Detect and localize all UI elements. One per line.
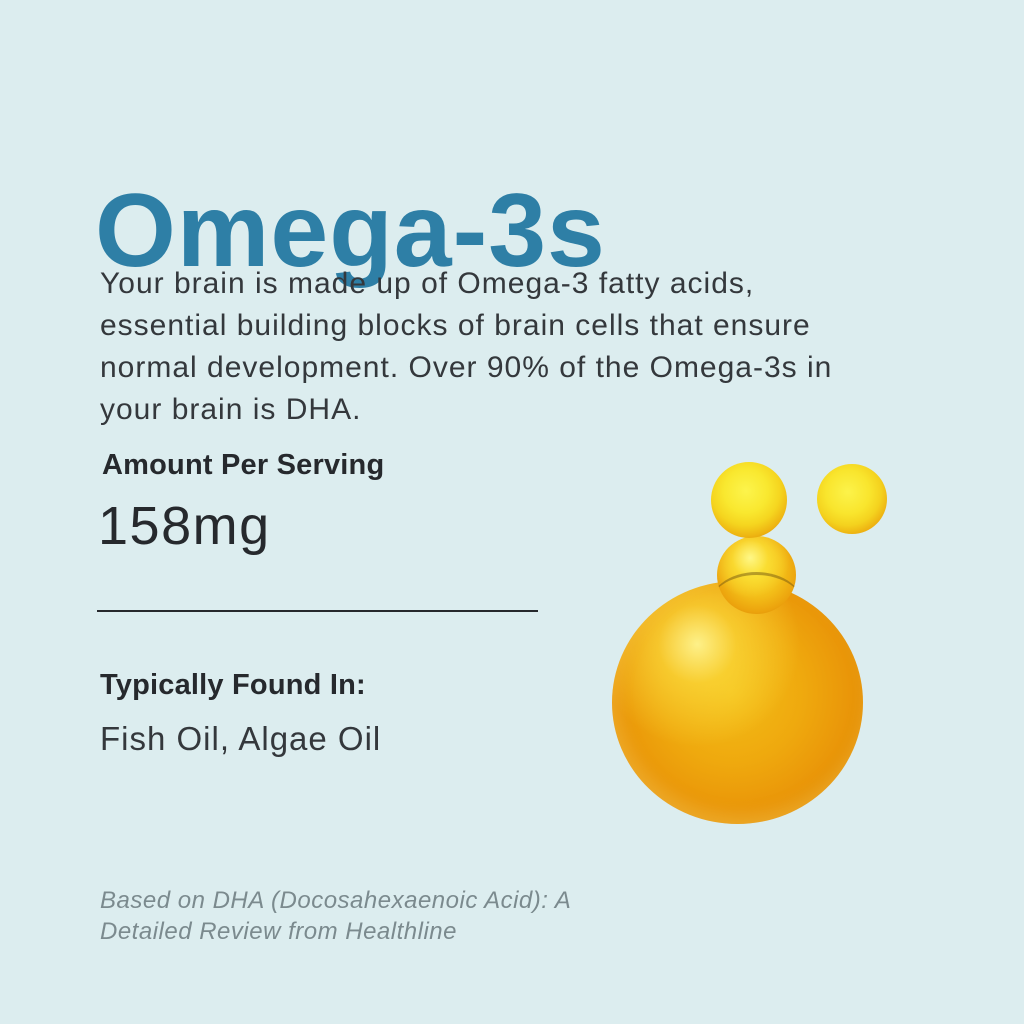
amount-per-serving-label: Amount Per Serving [102, 449, 385, 481]
description-text: Your brain is made up of Omega-3 fatty a… [100, 267, 833, 426]
oil-droplet-large [612, 581, 863, 824]
serving-amount-value: 158mg [98, 496, 271, 556]
typically-found-in-label: Typically Found In: [100, 669, 366, 701]
page-title: Omega-3s [95, 172, 606, 289]
oil-droplet-small-right [817, 464, 887, 534]
oil-droplet-medium [717, 536, 796, 614]
oil-droplet-small-left [711, 462, 787, 538]
source-footnote-text: Based on DHA (Docosahexaenoic Acid): A D… [100, 887, 572, 945]
divider-line [97, 610, 538, 612]
found-in-sources-text: Fish Oil, Algae Oil [100, 720, 382, 757]
